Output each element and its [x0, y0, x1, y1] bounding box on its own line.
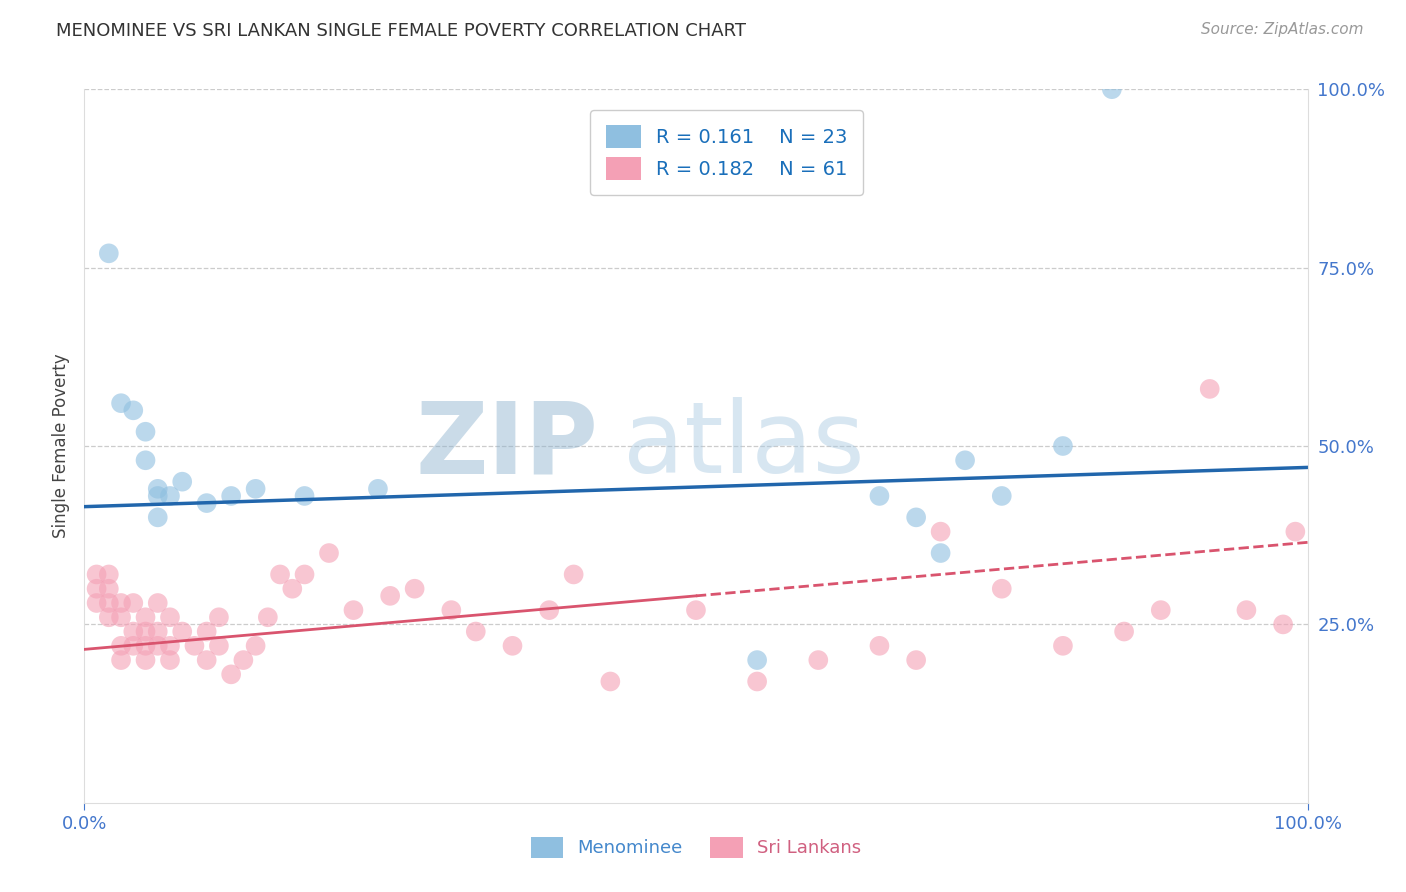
- Point: [1150, 603, 1173, 617]
- Point: [97, 246, 120, 260]
- Point: [502, 639, 524, 653]
- Point: [159, 639, 181, 653]
- Point: [195, 624, 218, 639]
- Point: [97, 596, 120, 610]
- Point: [1198, 382, 1220, 396]
- Y-axis label: Single Female Poverty: Single Female Poverty: [52, 354, 70, 538]
- Point: [538, 603, 561, 617]
- Point: [146, 596, 169, 610]
- Point: [281, 582, 304, 596]
- Point: [1114, 624, 1136, 639]
- Point: [991, 582, 1014, 596]
- Point: [685, 603, 707, 617]
- Point: [97, 610, 120, 624]
- Legend: Menominee, Sri Lankans: Menominee, Sri Lankans: [523, 830, 869, 865]
- Point: [245, 482, 267, 496]
- Point: [110, 596, 132, 610]
- Point: [562, 567, 585, 582]
- Point: [257, 610, 280, 624]
- Point: [1101, 82, 1123, 96]
- Point: [146, 510, 169, 524]
- Point: [135, 425, 157, 439]
- Point: [464, 624, 486, 639]
- Text: Source: ZipAtlas.com: Source: ZipAtlas.com: [1201, 22, 1364, 37]
- Point: [97, 582, 120, 596]
- Point: [97, 567, 120, 582]
- Point: [269, 567, 291, 582]
- Point: [122, 624, 145, 639]
- Point: [172, 624, 194, 639]
- Point: [208, 610, 231, 624]
- Text: MENOMINEE VS SRI LANKAN SINGLE FEMALE POVERTY CORRELATION CHART: MENOMINEE VS SRI LANKAN SINGLE FEMALE PO…: [56, 22, 747, 40]
- Point: [869, 639, 891, 653]
- Point: [172, 475, 194, 489]
- Point: [135, 653, 157, 667]
- Point: [110, 653, 132, 667]
- Point: [1236, 603, 1258, 617]
- Point: [245, 639, 267, 653]
- Point: [122, 403, 145, 417]
- Point: [1052, 639, 1074, 653]
- Point: [232, 653, 254, 667]
- Point: [380, 589, 402, 603]
- Point: [135, 624, 157, 639]
- Point: [747, 653, 769, 667]
- Point: [294, 489, 316, 503]
- Point: [146, 489, 169, 503]
- Point: [747, 674, 769, 689]
- Point: [342, 603, 364, 617]
- Point: [86, 582, 108, 596]
- Point: [953, 453, 976, 467]
- Point: [807, 653, 830, 667]
- Point: [318, 546, 340, 560]
- Point: [135, 639, 157, 653]
- Point: [135, 610, 157, 624]
- Point: [135, 453, 157, 467]
- Point: [1052, 439, 1074, 453]
- Point: [86, 567, 108, 582]
- Point: [404, 582, 426, 596]
- Point: [208, 639, 231, 653]
- Point: [146, 624, 169, 639]
- Point: [294, 567, 316, 582]
- Point: [929, 546, 952, 560]
- Point: [905, 653, 928, 667]
- Text: atlas: atlas: [623, 398, 865, 494]
- Point: [110, 639, 132, 653]
- Point: [1284, 524, 1306, 539]
- Point: [219, 489, 242, 503]
- Point: [219, 667, 242, 681]
- Point: [159, 610, 181, 624]
- Point: [367, 482, 389, 496]
- Point: [183, 639, 205, 653]
- Point: [110, 396, 132, 410]
- Point: [146, 482, 169, 496]
- Point: [440, 603, 463, 617]
- Text: ZIP: ZIP: [415, 398, 598, 494]
- Point: [110, 610, 132, 624]
- Point: [195, 496, 218, 510]
- Point: [122, 596, 145, 610]
- Point: [1272, 617, 1295, 632]
- Point: [86, 596, 108, 610]
- Point: [159, 653, 181, 667]
- Point: [599, 674, 621, 689]
- Point: [146, 639, 169, 653]
- Point: [122, 639, 145, 653]
- Point: [195, 653, 218, 667]
- Point: [869, 489, 891, 503]
- Point: [905, 510, 928, 524]
- Point: [929, 524, 952, 539]
- Point: [991, 489, 1014, 503]
- Point: [159, 489, 181, 503]
